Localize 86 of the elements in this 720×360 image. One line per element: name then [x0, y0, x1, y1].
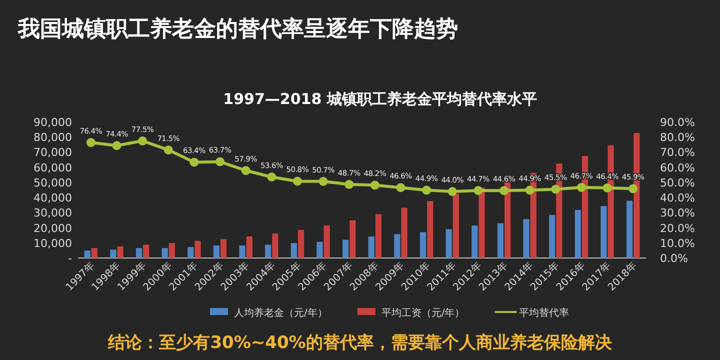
point [112, 141, 122, 150]
bar [342, 240, 349, 258]
point [292, 176, 302, 186]
bar [600, 206, 607, 258]
y-tick-label: 80,000 [34, 131, 72, 144]
bar [350, 220, 356, 258]
y-tick-label: 60,000 [34, 161, 72, 174]
bar [298, 230, 304, 258]
point [86, 138, 96, 148]
point [344, 180, 354, 189]
y-tick-label: 50,000 [34, 176, 72, 190]
y2-tick-label: 40.0% [660, 192, 695, 205]
bar [117, 246, 124, 258]
bar [549, 214, 556, 258]
bar [290, 243, 297, 258]
bar [168, 243, 175, 258]
point [474, 186, 483, 195]
bar [375, 214, 382, 258]
y2-tick-label: 0.0% [660, 252, 688, 265]
y-tick-label: 40,000 [34, 192, 72, 205]
point [396, 183, 406, 192]
point [190, 158, 199, 167]
y2-tick-label: 50.0% [660, 176, 695, 190]
y-tick-label: - [68, 252, 72, 265]
y-tick-label: 20,000 [34, 222, 72, 235]
bar [143, 244, 150, 258]
point [370, 180, 380, 190]
y-tick-label: 70,000 [34, 146, 72, 160]
legend-label: 人均养老金（元/年） [234, 307, 328, 319]
chart-subtitle: 1997—2018 城镇职工养老金平均替代率水平 [223, 90, 537, 108]
bar [452, 194, 459, 258]
y2-tick-label: 10.0% [660, 236, 695, 250]
bar [246, 236, 252, 258]
bar [110, 250, 116, 258]
bar [84, 250, 90, 258]
point [448, 187, 457, 196]
bar [446, 229, 452, 258]
y2-tick-label: 90.0% [660, 116, 695, 129]
y2-tick-label: 80.0% [660, 131, 695, 144]
bar [272, 234, 278, 258]
bar [626, 200, 633, 258]
point [216, 157, 224, 166]
bar [478, 187, 485, 258]
bar [368, 236, 374, 258]
bar [394, 234, 400, 258]
bar [523, 219, 530, 258]
text: 结论：至少有30%~40%的替代率，需要靠个人商业养老保险解决 [107, 333, 613, 353]
bar [265, 244, 272, 258]
y-tick-label: 10,000 [34, 236, 72, 250]
y-tick-label: 30,000 [34, 206, 72, 220]
chart-title: 我国城镇职工养老金的替代率呈逐年下降趋势 [17, 16, 458, 42]
bar [91, 248, 98, 258]
bar [213, 245, 220, 258]
bar [136, 248, 142, 258]
bar [162, 248, 168, 258]
bar [188, 247, 194, 258]
point [525, 186, 534, 195]
legend-label: 平均替代率 [518, 307, 569, 319]
bar [220, 239, 227, 258]
bar [420, 232, 426, 258]
bar [497, 223, 504, 258]
point [267, 172, 276, 182]
bar [316, 242, 323, 258]
bar [574, 210, 581, 258]
legend-label: 平均工资（元/年） [381, 307, 465, 319]
point [318, 176, 328, 186]
y2-tick-label: 30.0% [660, 206, 695, 220]
point [551, 184, 560, 194]
point [241, 166, 250, 176]
y2-tick-label: 60.0% [660, 161, 695, 174]
point [602, 183, 612, 192]
point [422, 186, 432, 195]
bar [401, 208, 408, 258]
y2-tick-label: 70.0% [660, 146, 695, 160]
bar [427, 201, 434, 258]
bar [239, 245, 246, 258]
point [138, 136, 148, 146]
point [164, 145, 173, 154]
bar [472, 226, 478, 258]
point [628, 184, 638, 194]
bar [324, 226, 330, 258]
y-tick-label: 90,000 [34, 116, 72, 129]
y2-tick-label: 20.0% [660, 222, 695, 235]
point [576, 182, 586, 192]
point [500, 186, 508, 196]
bar [194, 240, 201, 258]
